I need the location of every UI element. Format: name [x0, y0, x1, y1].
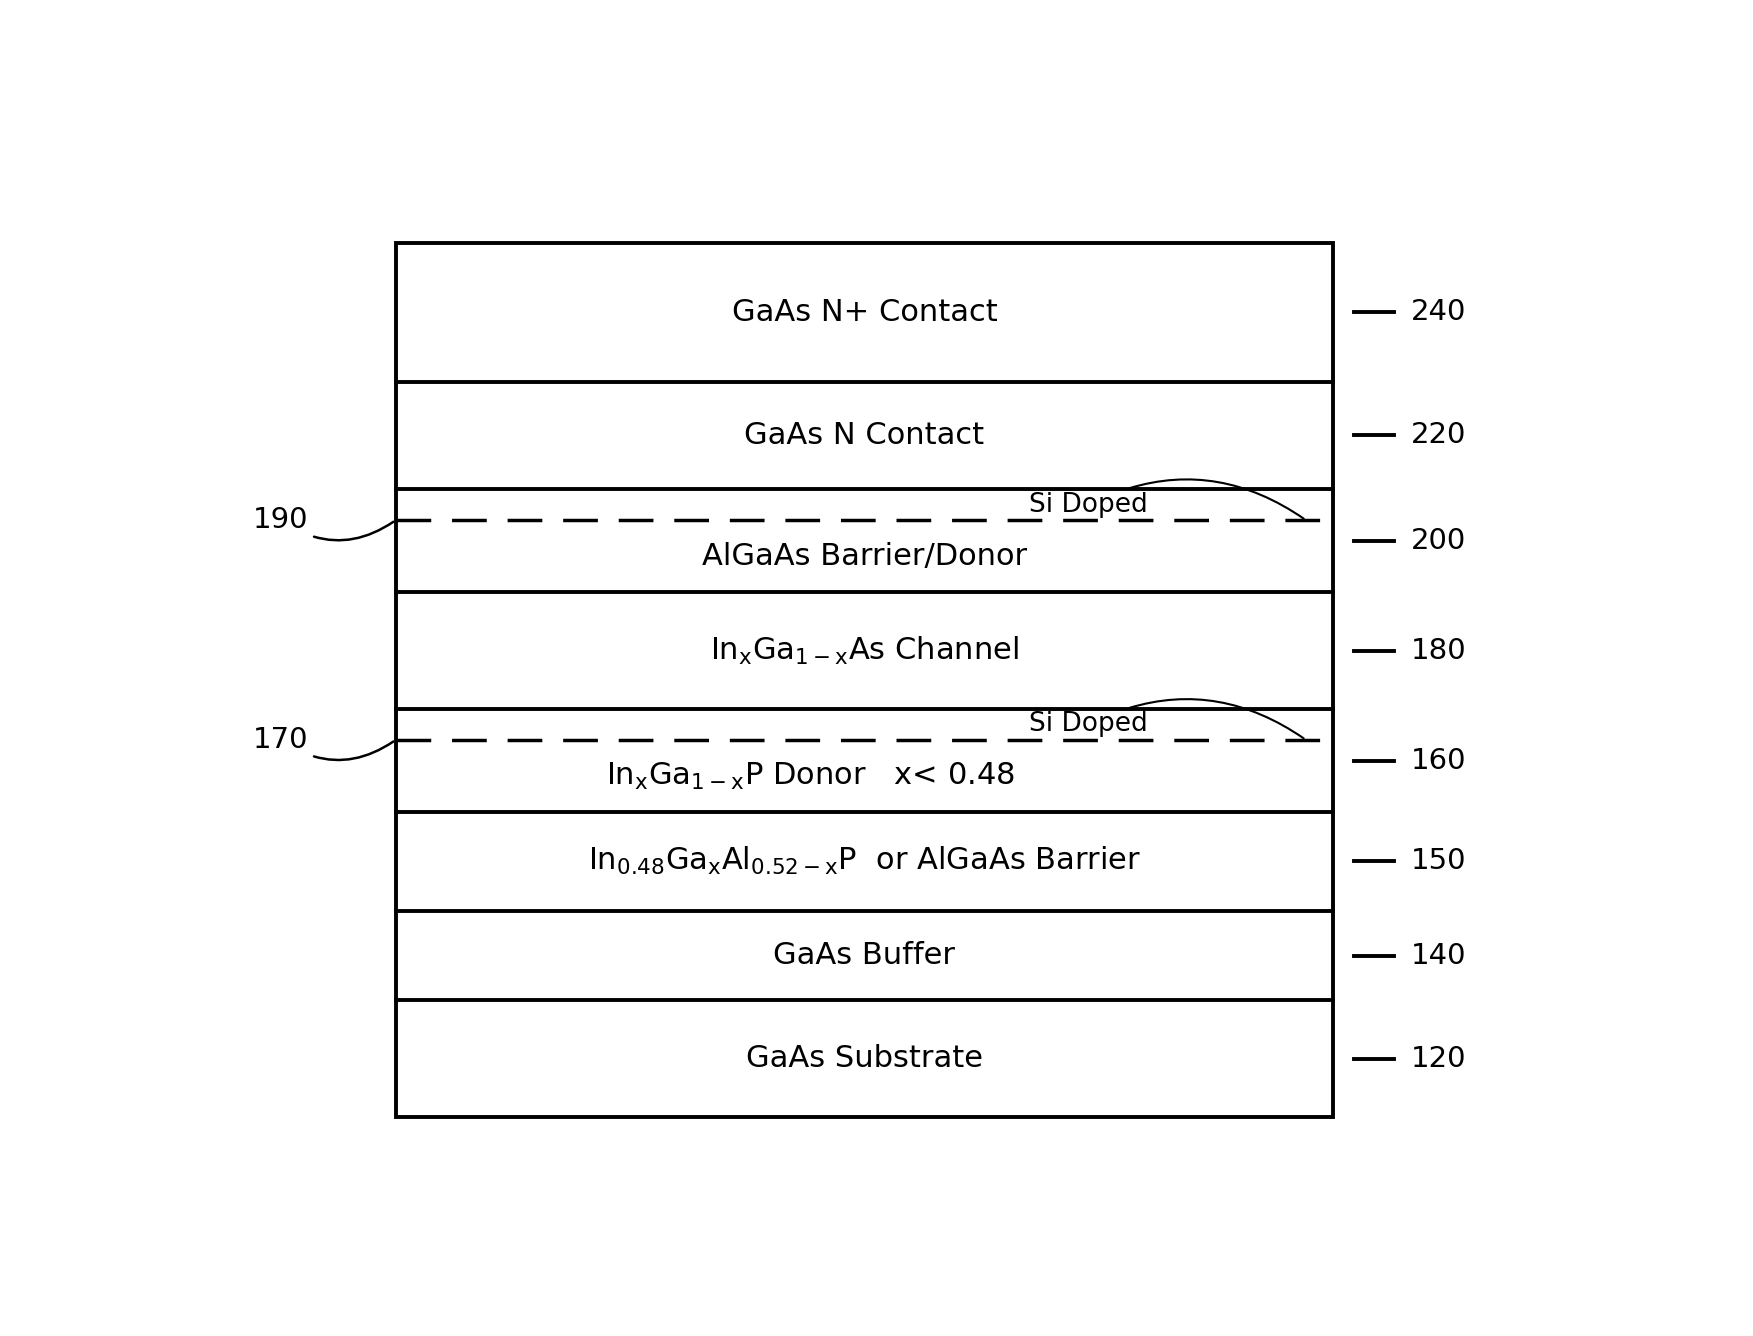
Text: 160: 160: [1411, 747, 1466, 775]
Text: 180: 180: [1411, 637, 1466, 665]
Text: 220: 220: [1411, 421, 1466, 449]
Text: GaAs Buffer: GaAs Buffer: [773, 941, 955, 970]
Text: 120: 120: [1411, 1045, 1466, 1073]
Text: 190: 190: [252, 506, 393, 540]
Text: $\mathrm{In_{0.48}Ga_xAl_{0.52-x}P}$  or AlGaAs Barrier: $\mathrm{In_{0.48}Ga_xAl_{0.52-x}P}$ or …: [587, 846, 1141, 878]
Text: 240: 240: [1411, 298, 1466, 326]
Text: Si Doped: Si Doped: [1029, 699, 1304, 739]
Text: $\mathrm{In_xGa_{1-x}P}$ Donor   x< 0.48: $\mathrm{In_xGa_{1-x}P}$ Donor x< 0.48: [605, 760, 1015, 791]
Text: Si Doped: Si Doped: [1029, 480, 1304, 518]
Bar: [396, 243, 1332, 1117]
Text: 170: 170: [252, 725, 393, 760]
Text: GaAs N+ Contact: GaAs N+ Contact: [731, 298, 997, 326]
Text: GaAs Substrate: GaAs Substrate: [747, 1045, 983, 1073]
Text: 140: 140: [1411, 942, 1466, 970]
Text: 200: 200: [1411, 526, 1466, 554]
Text: $\mathrm{In_xGa_{1-x}As}$ Channel: $\mathrm{In_xGa_{1-x}As}$ Channel: [710, 635, 1018, 667]
Text: AlGaAs Barrier/Donor: AlGaAs Barrier/Donor: [701, 542, 1027, 570]
Text: GaAs N Contact: GaAs N Contact: [745, 421, 985, 450]
Text: 150: 150: [1411, 847, 1466, 875]
